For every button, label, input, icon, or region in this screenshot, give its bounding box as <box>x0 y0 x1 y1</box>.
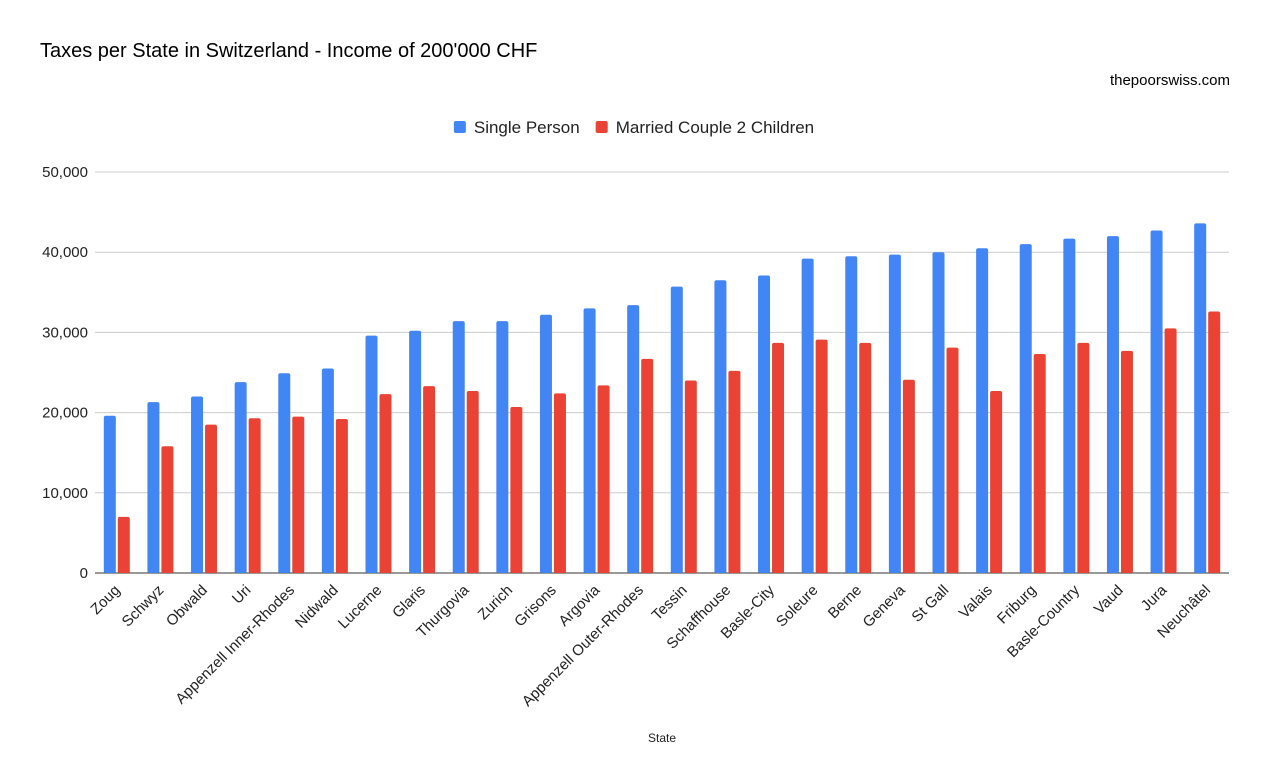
bar-single-person <box>670 286 683 573</box>
bar-single-person <box>714 280 727 573</box>
bar-married-couple <box>335 419 348 573</box>
bar-married-couple <box>292 416 305 573</box>
legend-item: Married Couple 2 Children <box>595 118 814 137</box>
y-tick-label: 40,000 <box>42 244 88 261</box>
bar-married-couple <box>1077 342 1090 573</box>
bar-single-person <box>191 396 204 573</box>
bar-single-person <box>627 305 640 573</box>
x-tick-label: Nidwald <box>292 582 342 632</box>
bar-single-person <box>1063 238 1076 574</box>
gridlines <box>95 171 1229 574</box>
bar-single-person <box>1106 236 1119 573</box>
bar-married-couple <box>510 406 523 573</box>
x-tick-label: Vaud <box>1091 582 1127 618</box>
bar-single-person <box>365 335 378 573</box>
x-tick-label: St Gall <box>908 582 952 626</box>
bar-married-couple <box>815 339 828 573</box>
bar-married-couple <box>990 390 1003 573</box>
legend-label: Married Couple 2 Children <box>616 118 814 137</box>
chart-title: Taxes per State in Switzerland - Income … <box>40 40 538 62</box>
bar-single-person <box>103 415 116 573</box>
bar-single-person <box>758 275 771 573</box>
legend-swatch <box>595 121 608 133</box>
legend-swatch <box>453 121 466 133</box>
y-tick-label: 50,000 <box>42 164 88 181</box>
bar-married-couple <box>423 386 436 573</box>
x-tick-label: Soleure <box>773 582 822 631</box>
bar-single-person <box>147 402 160 573</box>
x-tick-label: Lucerne <box>335 582 385 632</box>
bar-married-couple <box>117 516 130 573</box>
chart-subtitle: thepoorswiss.com <box>1109 72 1230 89</box>
x-tick-label: Uri <box>229 582 255 608</box>
y-tick-label: 30,000 <box>42 324 88 341</box>
legend-item: Single Person <box>453 118 580 137</box>
bar-married-couple <box>859 342 872 573</box>
bars <box>103 223 1221 574</box>
x-tick-label: Schwyz <box>119 582 168 631</box>
bar-married-couple <box>946 347 959 573</box>
bar-single-person <box>888 254 901 573</box>
bar-single-person <box>1019 244 1032 573</box>
bar-single-person <box>539 314 552 573</box>
bar-single-person <box>1150 230 1163 573</box>
bar-single-person <box>1194 223 1207 573</box>
bar-married-couple <box>553 393 566 573</box>
bar-single-person <box>321 368 334 573</box>
bar-married-couple <box>248 418 261 573</box>
bar-married-couple <box>772 342 785 573</box>
x-tick-label: Obwald <box>163 582 211 630</box>
x-tick-label: Tessin <box>649 582 691 624</box>
x-tick-label: Zoug <box>87 582 123 618</box>
bar-single-person <box>234 382 247 573</box>
bar-married-couple <box>205 424 218 573</box>
bar-single-person <box>496 321 509 573</box>
bar-single-person <box>583 308 596 573</box>
bar-married-couple <box>466 390 479 573</box>
legend: Single Person Married Couple 2 Children <box>453 118 814 137</box>
bar-single-person <box>845 256 858 573</box>
bar-married-couple <box>1208 311 1221 573</box>
bar-single-person <box>452 321 465 573</box>
y-tick-label: 0 <box>80 565 88 582</box>
y-axis: 0 10,000 20,000 30,000 40,000 50,000 <box>42 164 88 582</box>
bar-married-couple <box>1164 328 1177 573</box>
x-tick-label: Valais <box>956 582 996 622</box>
bar-married-couple <box>1120 350 1133 573</box>
bar-single-person <box>409 330 422 573</box>
bar-single-person <box>976 248 989 573</box>
bar-married-couple <box>1033 354 1046 573</box>
bar-married-couple <box>902 379 915 573</box>
bar-single-person <box>278 373 291 573</box>
bar-married-couple <box>379 394 392 573</box>
x-tick-label: Jura <box>1138 581 1171 614</box>
bar-married-couple <box>161 446 174 573</box>
y-tick-label: 10,000 <box>42 485 88 502</box>
legend-label: Single Person <box>474 118 580 137</box>
x-axis-label: State <box>648 731 676 745</box>
x-tick-label: Grisons <box>511 582 560 631</box>
y-tick-label: 20,000 <box>42 405 88 422</box>
x-tick-label: Glaris <box>389 582 429 622</box>
x-tick-label: Berne <box>825 582 865 622</box>
x-tick-label: Geneva <box>860 581 910 631</box>
x-tick-label: Zurich <box>475 582 516 623</box>
bar-married-couple <box>597 385 610 573</box>
bar-married-couple <box>728 370 741 573</box>
bar-married-couple <box>641 358 654 573</box>
bar-single-person <box>801 258 814 573</box>
bar-married-couple <box>684 380 697 573</box>
bar-single-person <box>932 252 945 573</box>
